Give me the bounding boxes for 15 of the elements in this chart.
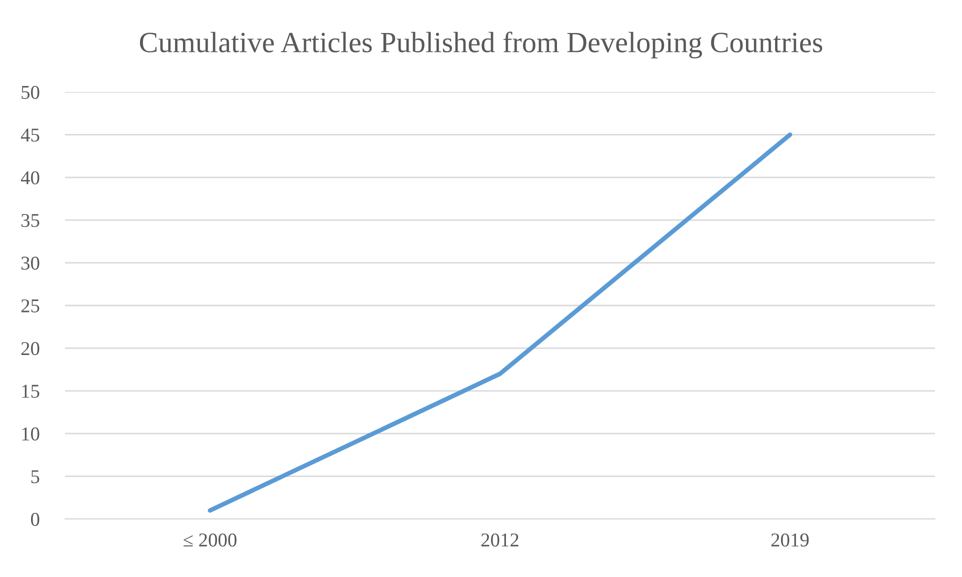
y-tick-label: 40 [20,171,40,184]
chart-title: Cumulative Articles Published from Developing Countries [140,32,822,58]
y-tick-label: 5 [31,470,40,484]
y-tick-label: 30 [21,256,40,270]
y-tick-label: 50 [22,86,40,99]
x-tick-label: 2012 [481,533,518,547]
y-tick-label: 20 [21,342,40,356]
y-tick-label: 35 [21,214,40,228]
x-tick-label: 2019 [771,533,809,547]
x-tick-label: ≤ 2000 [184,533,236,547]
y-tick-label: 45 [20,128,40,142]
y-tick-label: 0 [31,512,40,526]
y-tick-label: 10 [22,427,40,441]
y-tick-label: 15 [22,384,40,398]
y-tick-label: 25 [21,299,40,312]
